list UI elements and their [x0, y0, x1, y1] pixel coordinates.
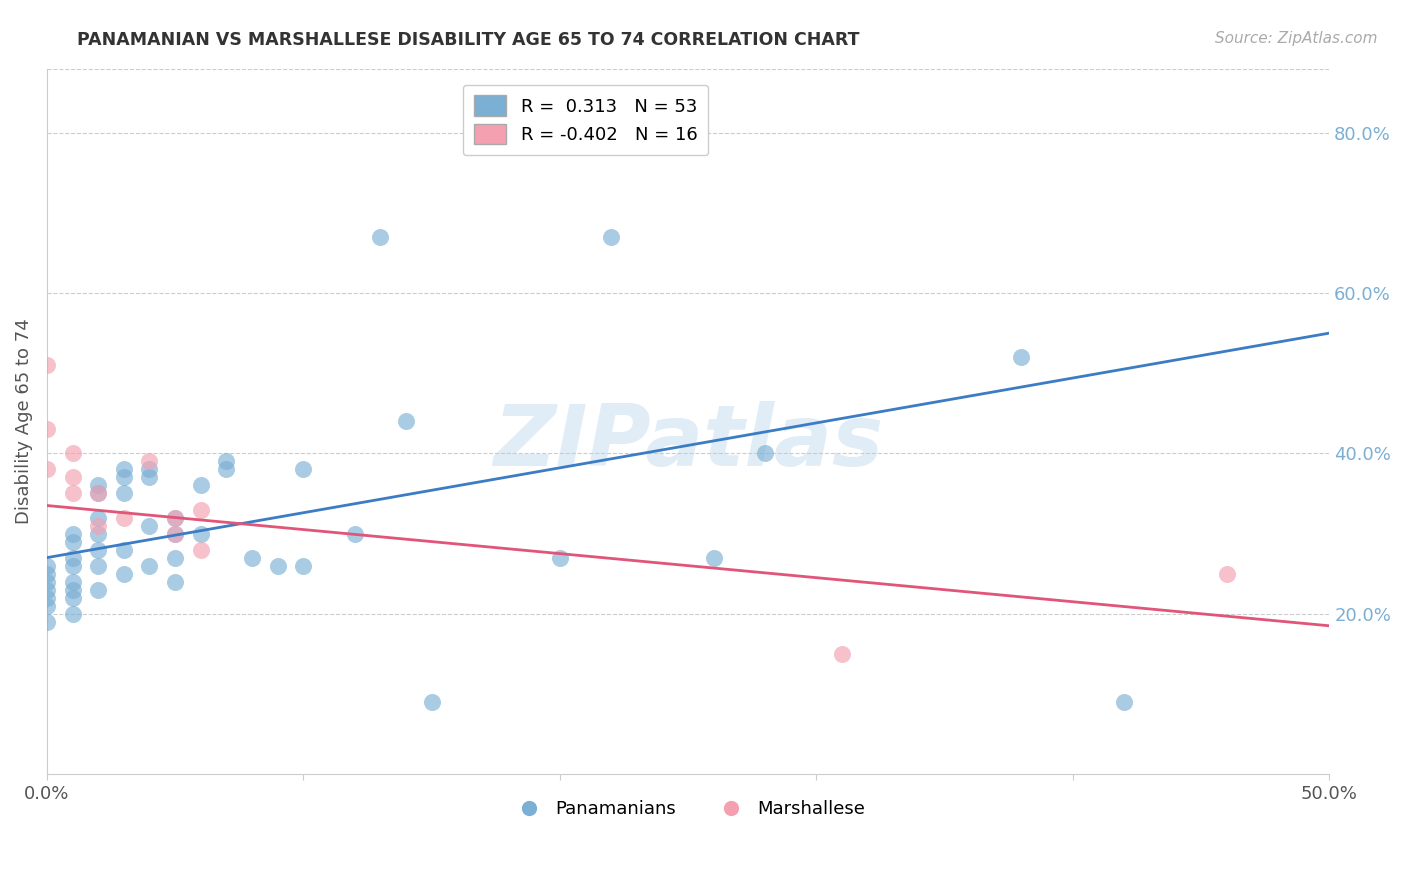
- Point: [165, 526, 187, 541]
- Point: [35, 358, 58, 372]
- Point: [35, 422, 58, 436]
- Point: [138, 518, 160, 533]
- Point: [62, 526, 84, 541]
- Point: [35, 599, 58, 613]
- Point: [190, 502, 212, 516]
- Point: [190, 478, 212, 492]
- Point: [87, 510, 110, 524]
- Point: [215, 454, 238, 468]
- Point: [138, 558, 160, 573]
- Point: [267, 558, 290, 573]
- Y-axis label: Disability Age 65 to 74: Disability Age 65 to 74: [15, 318, 32, 524]
- Point: [35, 591, 58, 605]
- Point: [831, 647, 853, 661]
- Point: [240, 550, 263, 565]
- Point: [62, 534, 84, 549]
- Point: [165, 526, 187, 541]
- Point: [112, 566, 135, 581]
- Point: [165, 510, 187, 524]
- Point: [368, 230, 391, 244]
- Point: [190, 526, 212, 541]
- Text: ZIPatlas: ZIPatlas: [494, 401, 883, 484]
- Point: [292, 462, 315, 476]
- Point: [62, 550, 84, 565]
- Point: [62, 486, 84, 500]
- Point: [35, 574, 58, 589]
- Point: [87, 486, 110, 500]
- Text: PANAMANIAN VS MARSHALLESE DISABILITY AGE 65 TO 74 CORRELATION CHART: PANAMANIAN VS MARSHALLESE DISABILITY AGE…: [77, 31, 860, 49]
- Point: [215, 462, 238, 476]
- Point: [87, 478, 110, 492]
- Point: [87, 518, 110, 533]
- Point: [35, 566, 58, 581]
- Point: [165, 550, 187, 565]
- Point: [190, 542, 212, 557]
- Point: [395, 414, 418, 428]
- Point: [600, 230, 623, 244]
- Point: [35, 558, 58, 573]
- Point: [112, 462, 135, 476]
- Point: [165, 574, 187, 589]
- Point: [62, 558, 84, 573]
- Point: [138, 470, 160, 484]
- Point: [1011, 350, 1033, 364]
- Point: [343, 526, 366, 541]
- Point: [165, 510, 187, 524]
- Point: [87, 558, 110, 573]
- Point: [62, 574, 84, 589]
- Point: [62, 591, 84, 605]
- Point: [112, 542, 135, 557]
- Point: [1215, 566, 1237, 581]
- Point: [703, 550, 725, 565]
- Point: [62, 470, 84, 484]
- Point: [138, 454, 160, 468]
- Point: [62, 446, 84, 460]
- Point: [87, 542, 110, 557]
- Point: [87, 582, 110, 597]
- Point: [35, 582, 58, 597]
- Point: [87, 486, 110, 500]
- Point: [548, 550, 571, 565]
- Point: [112, 510, 135, 524]
- Point: [1112, 695, 1135, 709]
- Point: [112, 470, 135, 484]
- Legend: Panamanians, Marshallese: Panamanians, Marshallese: [503, 793, 873, 825]
- Point: [292, 558, 315, 573]
- Point: [62, 607, 84, 621]
- Point: [87, 526, 110, 541]
- Point: [62, 582, 84, 597]
- Point: [754, 446, 776, 460]
- Point: [112, 486, 135, 500]
- Point: [35, 615, 58, 629]
- Point: [420, 695, 443, 709]
- Text: Source: ZipAtlas.com: Source: ZipAtlas.com: [1215, 31, 1378, 46]
- Point: [35, 462, 58, 476]
- Point: [138, 462, 160, 476]
